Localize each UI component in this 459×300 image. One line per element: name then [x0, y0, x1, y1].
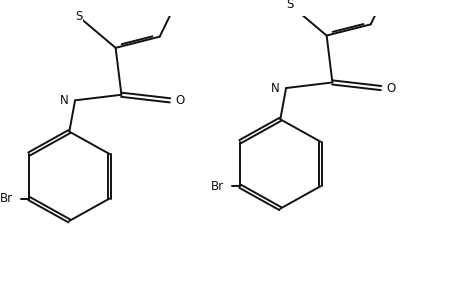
- Text: O: O: [175, 94, 185, 107]
- Text: S: S: [285, 0, 293, 11]
- Text: Br: Br: [210, 180, 223, 193]
- Text: S: S: [75, 10, 82, 23]
- Text: N: N: [271, 82, 280, 94]
- Text: O: O: [386, 82, 395, 94]
- Text: N: N: [60, 94, 69, 107]
- Text: Br: Br: [0, 192, 12, 205]
